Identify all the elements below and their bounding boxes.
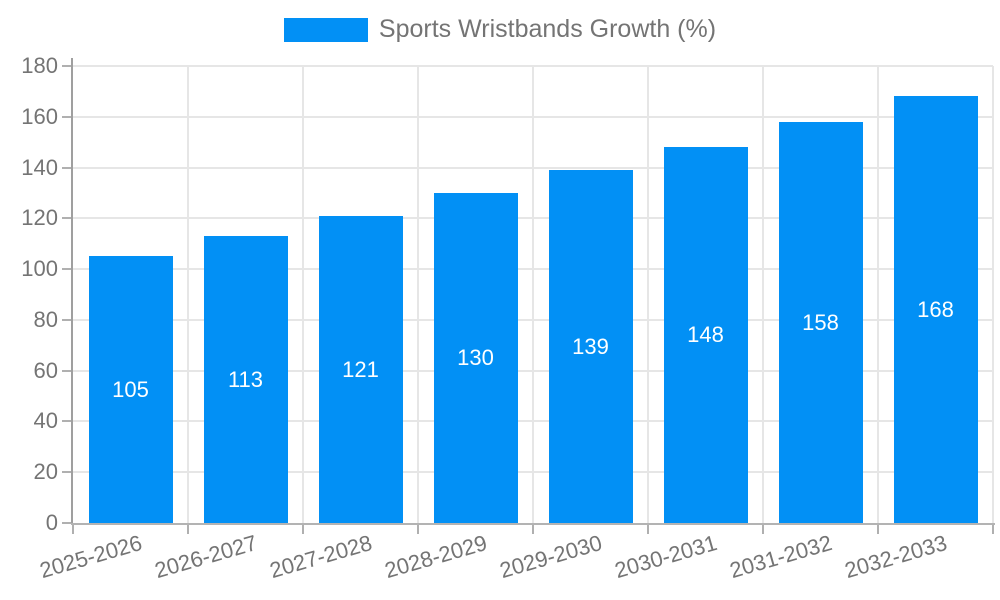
x-axis-tick	[72, 525, 74, 534]
x-axis-tick	[762, 525, 764, 534]
grid-line-vertical	[302, 66, 304, 523]
y-axis-tick-label: 100	[21, 256, 58, 282]
bar: 148	[663, 147, 748, 523]
y-axis-tick-label: 140	[21, 154, 58, 180]
x-axis-tick-label: 2026-2027	[152, 530, 261, 584]
y-axis-tick	[62, 318, 71, 321]
y-axis-tick-label: 80	[33, 306, 58, 332]
grid-line-vertical	[532, 66, 534, 523]
bar-value-label: 139	[572, 333, 609, 359]
bar: 158	[778, 122, 863, 523]
bar-value-label: 130	[457, 345, 494, 370]
bar-value-label: 121	[342, 356, 379, 382]
x-axis-tick	[187, 525, 189, 534]
y-axis-tick	[62, 166, 71, 169]
x-axis-tick-label: 2030-2031	[612, 530, 721, 584]
y-axis-tick-label: 0	[45, 510, 58, 535]
x-axis-tick	[417, 525, 419, 534]
x-axis-tick	[302, 525, 304, 534]
x-axis-tick-label: 2031-2032	[727, 530, 836, 584]
y-axis-tick	[62, 471, 71, 474]
bar: 130	[433, 193, 518, 523]
y-axis-tick	[62, 268, 71, 271]
bar-value-label: 168	[917, 296, 954, 322]
x-axis-tick-label: 2027-2028	[267, 530, 376, 584]
y-axis-tick-label: 160	[21, 103, 58, 129]
legend-swatch	[283, 17, 368, 42]
x-axis-tick	[877, 525, 879, 534]
y-axis-tick	[62, 369, 71, 372]
grid-line-vertical	[417, 66, 419, 523]
bar: 121	[318, 216, 403, 523]
bar-value-label: 148	[687, 322, 724, 347]
x-axis-line	[71, 523, 995, 525]
y-axis-tick-label: 180	[21, 53, 58, 78]
bar-value-label: 113	[227, 366, 264, 392]
y-axis-tick	[62, 217, 71, 220]
grid-line-vertical	[992, 66, 994, 523]
legend[interactable]: Sports Wristbands Growth (%)	[0, 15, 1000, 44]
x-axis-tick-label: 2029-2030	[497, 530, 606, 584]
grid-line-vertical	[647, 66, 649, 523]
bar-value-label: 105	[112, 376, 149, 402]
legend-label: Sports Wristbands Growth (%)	[378, 15, 717, 43]
y-axis-tick	[62, 420, 71, 423]
y-axis-tick-label: 120	[21, 205, 58, 231]
plot-area: 105 113 121 130 139 148 158 168	[73, 65, 994, 523]
x-axis-tick-label: 2028-2029	[382, 530, 491, 584]
x-axis-tick	[532, 525, 534, 534]
y-axis-tick-label: 60	[33, 357, 58, 383]
x-axis-tick	[992, 525, 994, 534]
grid-line-vertical	[762, 66, 764, 523]
y-axis-tick	[62, 522, 71, 524]
bar: 105	[88, 256, 173, 523]
bar: 168	[893, 96, 978, 523]
y-axis-tick	[62, 115, 71, 118]
bar: 139	[548, 170, 633, 523]
y-axis-tick	[62, 65, 71, 67]
grid-line-vertical	[187, 66, 189, 523]
x-axis-tick-label: 2032-2033	[842, 530, 951, 584]
y-axis-tick-label: 20	[33, 459, 58, 485]
y-axis-tick-label: 40	[33, 408, 58, 434]
grid-line-vertical	[877, 66, 879, 523]
bar: 113	[203, 236, 288, 523]
bar-value-label: 158	[802, 309, 839, 335]
x-axis-tick-label: 2025-2026	[37, 530, 146, 584]
y-axis-line	[71, 58, 73, 523]
x-axis-tick	[647, 525, 649, 534]
